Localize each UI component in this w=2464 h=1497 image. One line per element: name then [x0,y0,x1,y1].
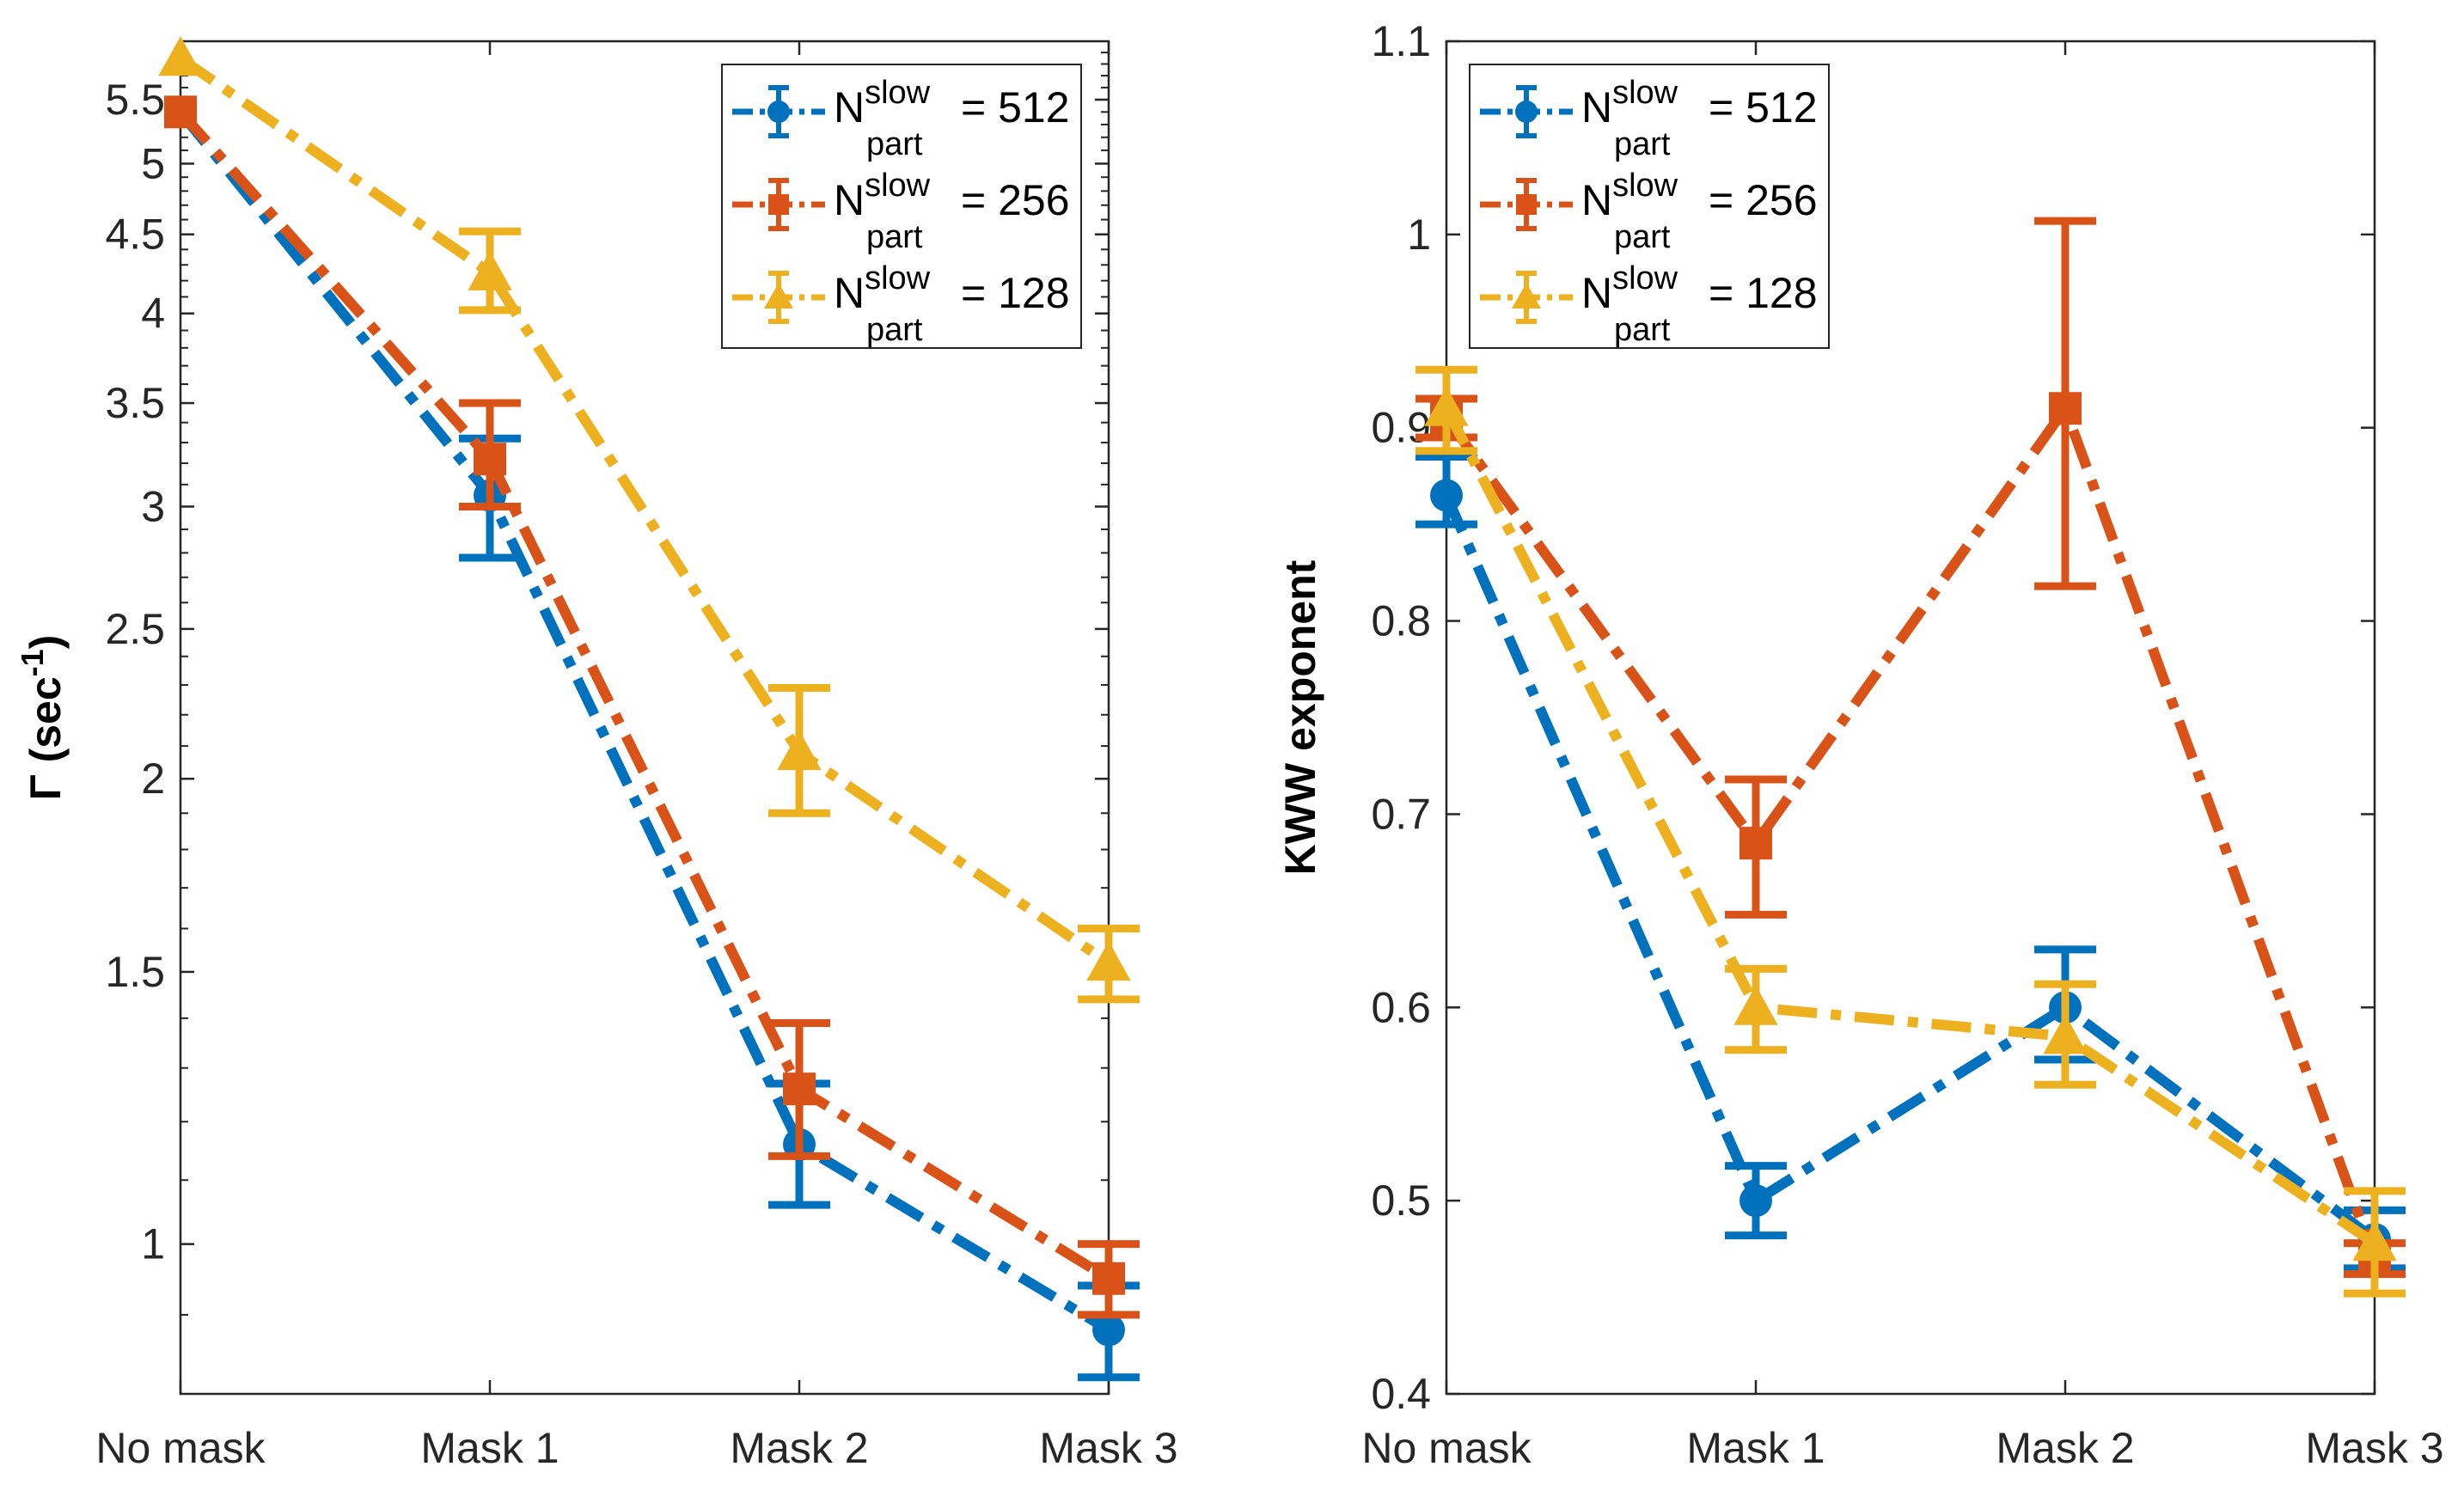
legend-label: Nslow part= 256 [834,168,1070,255]
x-tick-label: Mask 1 [1686,1424,1825,1472]
right-chart-kww-exponent: 0.4 0.5 0.6 0.7 0.8 0.9 1 1.1 No mask Mask 1 Mask … [1276,17,2444,1472]
x-tick-label: Mask 2 [730,1424,868,1472]
data-point [1424,386,1469,426]
y-tick-label: 0.7 [1371,790,1431,838]
y-tick-label: 0.9 [1371,404,1431,452]
series-line [176,108,1112,1335]
legend-marker [764,283,793,309]
legend-entry: Nslow part= 512 [1480,75,1818,162]
data-point [158,36,203,76]
y-tick-label: 0.8 [1371,597,1431,645]
y-tick-label: 5.5 [105,76,165,124]
legend-label: Nslow part= 512 [834,75,1070,162]
legend-marker [767,101,790,123]
legend-label: Nslow part= 128 [834,260,1070,348]
y-axis-label: Γ (sec-1) [15,635,70,801]
data-point [1092,1313,1125,1347]
left-chart-gamma: 1 1.5 2 2.5 3 3.5 4 4.5 5 5.5 No mask Mask 1 Mask 2 M… [15,36,1178,1472]
series-line [1442,403,2380,1261]
x-tick-label: No mask [1361,1424,1532,1472]
legend-label: Nslow part= 256 [1581,168,1818,255]
y-tick-label: 0.6 [1371,983,1431,1031]
legend-marker [1512,283,1541,309]
data-point [777,730,822,771]
y-tick-label: 1.1 [1371,17,1431,65]
y-tick-label: 2.5 [105,605,165,653]
y-tick-label: 4.5 [105,211,165,259]
x-tick-label: No mask [95,1424,266,1472]
legend-marker [1516,194,1537,215]
legend-label: Nslow part= 512 [1581,75,1818,162]
data-point [474,443,506,476]
legend-entry: Nslow part= 256 [1480,168,1818,255]
legend-entry: Nslow part= 512 [732,75,1070,162]
y-tick-label: 4 [141,290,165,338]
data-point [1733,985,1778,1025]
data-point [1430,479,1463,512]
y-tick-label: 3 [141,482,165,530]
y-tick-label: 1 [141,1220,165,1268]
legend-entry: Nslow part= 128 [1480,260,1818,348]
y-tick-label: 0.5 [1371,1176,1431,1225]
series-128 [158,36,1140,1004]
x-tick-label: Mask 3 [2305,1424,2443,1472]
y-tick-label: 5 [141,139,165,187]
y-tick-label: 0.4 [1371,1370,1431,1418]
y-axis-label: KWW exponent [1276,559,1324,875]
series-line [177,53,1112,968]
series-line [1441,406,2378,1248]
x-tick-label: Mask 1 [420,1424,559,1472]
legend-marker [768,194,789,215]
legend-marker [1515,101,1538,123]
data-point [1086,940,1131,981]
legend-entry: Nslow part= 128 [732,260,1070,348]
series-128 [1415,365,2406,1298]
series-line [176,108,1112,1283]
data-point [1739,1184,1772,1218]
y-tick-label: 3.5 [105,379,165,427]
data-point [2043,1014,2088,1054]
data-point [2049,392,2082,425]
data-point [1092,1262,1125,1295]
series-line [1441,493,2378,1243]
data-point [164,95,197,129]
data-point [2352,1220,2397,1262]
series-256 [164,95,1140,1319]
y-tick-label: 2 [141,755,165,803]
y-tick-label: 1 [1407,211,1431,259]
data-point [783,1072,816,1106]
legend-label: Nslow part= 128 [1581,260,1818,348]
x-tick-label: Mask 2 [1996,1424,2134,1472]
x-tick-label: Mask 3 [1039,1424,1177,1472]
data-point [1739,827,1772,860]
y-tick-label: 1.5 [105,948,165,996]
data-point [468,250,512,290]
legend-entry: Nslow part= 256 [732,168,1070,255]
